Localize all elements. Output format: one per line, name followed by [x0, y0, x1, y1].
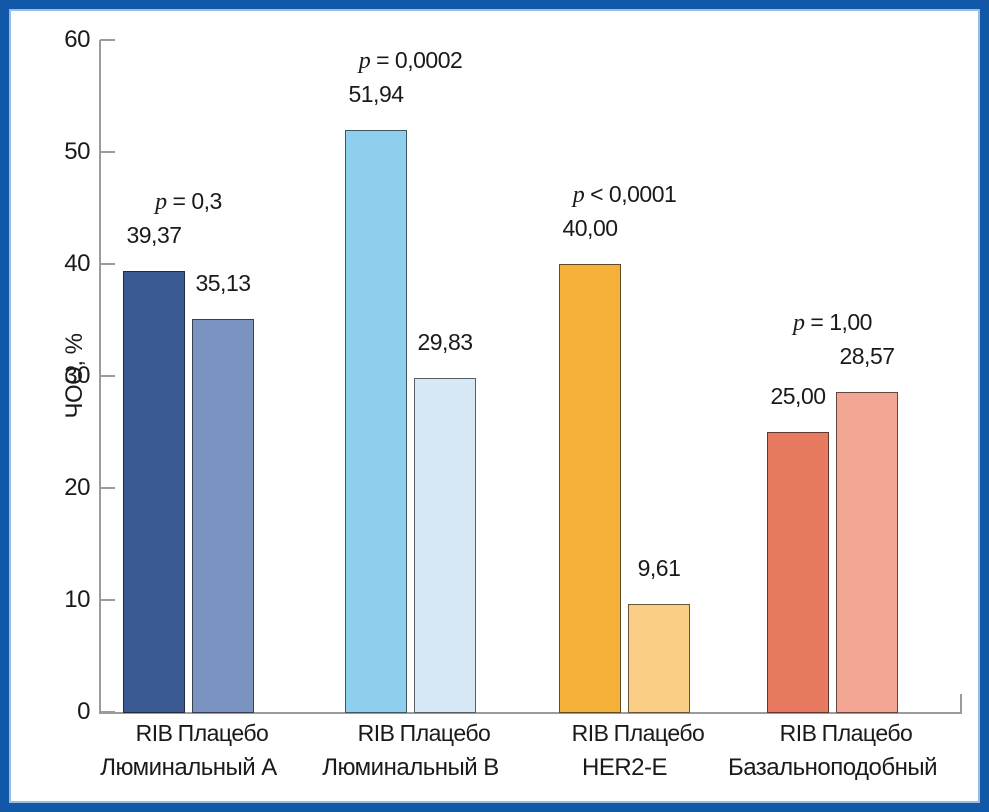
group-name-label: Люминальный A — [100, 754, 277, 781]
bar-плацебо — [414, 378, 476, 713]
y-tick-label: 10 — [64, 586, 90, 613]
p-value-label: p = 0,3 — [155, 188, 222, 215]
bar-condition-label: RIB — [135, 720, 173, 746]
y-tick-label: 20 — [64, 474, 90, 501]
bar-value-label: 25,00 — [770, 383, 826, 409]
bar-плацебо — [836, 392, 898, 713]
bar-rib — [767, 432, 829, 713]
bar-condition-label: RIB — [357, 720, 395, 746]
bar-value-label: 9,61 — [637, 555, 681, 581]
bar-condition-label: RIB — [779, 720, 817, 746]
y-axis-line — [99, 40, 101, 714]
y-tick-mark — [100, 39, 115, 41]
bar-value-label: 51,94 — [348, 81, 404, 107]
bar-value-label: 39,37 — [126, 222, 182, 248]
bar-condition-label: Плацебо — [399, 720, 491, 746]
y-tick-mark — [100, 151, 115, 153]
group-name-label: Люминальный B — [322, 754, 499, 781]
p-symbol: p — [358, 48, 371, 74]
bar-value-label: 29,83 — [417, 329, 473, 355]
y-tick-label: 60 — [64, 26, 90, 53]
y-tick-mark — [100, 263, 115, 265]
p-symbol: p — [572, 182, 585, 208]
group-name-label: HER2-E — [581, 754, 668, 781]
y-tick-label: 0 — [77, 698, 90, 725]
y-tick-label: 40 — [64, 250, 90, 277]
p-value-label: p = 0,0002 — [358, 47, 463, 74]
bar-rib — [123, 271, 185, 713]
p-symbol: p — [793, 310, 805, 336]
p-value-label: p < 0,0001 — [572, 181, 677, 208]
y-tick-mark — [100, 711, 115, 713]
group-name-label: Базальноподобный — [727, 754, 938, 781]
bar-value-label: 28,57 — [839, 343, 895, 369]
x-axis-end-tick — [960, 694, 962, 712]
bar-condition-label: Плацебо — [177, 720, 269, 746]
bar-value-label: 40,00 — [562, 215, 618, 241]
bar-condition-label: Плацебо — [613, 720, 705, 746]
y-tick-mark — [100, 599, 115, 601]
p-symbol: p — [155, 189, 167, 215]
bar-плацебо — [628, 604, 690, 713]
bar-rib — [559, 264, 621, 713]
p-value-label: p = 1,00 — [793, 309, 872, 336]
bar-rib — [345, 130, 407, 713]
y-tick-label: 30 — [64, 362, 90, 389]
y-tick-mark — [100, 487, 115, 489]
bar-плацебо — [192, 319, 254, 713]
bar-condition-label: RIB — [571, 720, 609, 746]
x-axis-line — [100, 712, 962, 714]
y-tick-mark — [100, 375, 115, 377]
bar-condition-label: Плацебо — [821, 720, 913, 746]
y-tick-label: 50 — [64, 138, 90, 165]
bar-value-label: 35,13 — [195, 270, 251, 296]
